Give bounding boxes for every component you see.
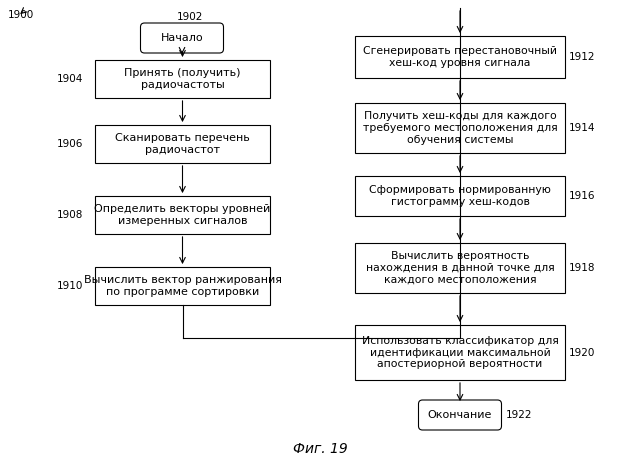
Text: 1910: 1910 — [57, 281, 83, 291]
Text: 1920: 1920 — [569, 348, 595, 358]
Text: Сканировать перечень
радиочастот: Сканировать перечень радиочастот — [115, 133, 250, 155]
FancyBboxPatch shape — [355, 36, 565, 78]
Text: 1914: 1914 — [569, 123, 595, 133]
Text: Начало: Начало — [161, 33, 204, 43]
Text: Определить векторы уровней
измеренных сигналов: Определить векторы уровней измеренных си… — [94, 204, 271, 226]
Text: 1906: 1906 — [57, 139, 83, 149]
Text: 1918: 1918 — [569, 263, 595, 273]
FancyBboxPatch shape — [95, 196, 270, 234]
FancyBboxPatch shape — [95, 267, 270, 305]
Text: Использовать классификатор для
идентификации максимальной
апостериорной вероятно: Использовать классификатор для идентифик… — [362, 336, 559, 369]
Text: Фиг. 19: Фиг. 19 — [292, 442, 348, 456]
FancyBboxPatch shape — [355, 325, 565, 380]
FancyBboxPatch shape — [419, 400, 502, 430]
Text: Сгенерировать перестановочный
хеш-код уровня сигнала: Сгенерировать перестановочный хеш-код ур… — [363, 46, 557, 68]
FancyBboxPatch shape — [95, 125, 270, 163]
FancyBboxPatch shape — [141, 23, 223, 53]
Text: 1902: 1902 — [177, 12, 204, 22]
FancyBboxPatch shape — [355, 103, 565, 153]
Text: 1904: 1904 — [57, 74, 83, 84]
Text: Принять (получить)
радиочастоты: Принять (получить) радиочастоты — [124, 68, 241, 90]
FancyBboxPatch shape — [95, 60, 270, 98]
Text: Вычислить вектор ранжирования
по программе сортировки: Вычислить вектор ранжирования по програм… — [83, 275, 282, 297]
Text: Вычислить вероятность
нахождения в данной точке для
каждого местоположения: Вычислить вероятность нахождения в данно… — [365, 251, 554, 285]
FancyBboxPatch shape — [355, 243, 565, 293]
Text: Окончание: Окончание — [428, 410, 492, 420]
Text: 1912: 1912 — [569, 52, 595, 62]
Text: 1900: 1900 — [8, 10, 35, 20]
FancyBboxPatch shape — [355, 176, 565, 216]
Text: Получить хеш-коды для каждого
требуемого местоположения для
обучения системы: Получить хеш-коды для каждого требуемого… — [363, 111, 557, 145]
Text: Сформировать нормированную
гистограмму хеш-кодов: Сформировать нормированную гистограмму х… — [369, 185, 551, 207]
Text: 1916: 1916 — [569, 191, 595, 201]
Text: 1908: 1908 — [57, 210, 83, 220]
Text: 1922: 1922 — [506, 410, 532, 420]
